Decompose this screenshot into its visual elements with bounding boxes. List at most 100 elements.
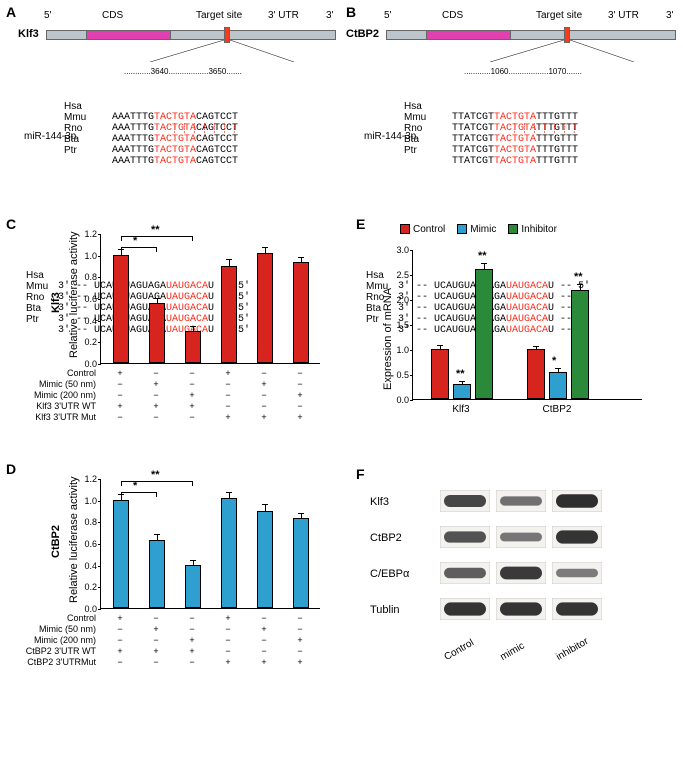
condition-label: Klf3 3'UTR Mut [35,412,100,422]
bar [113,255,129,363]
panel-c-label: C [6,216,16,232]
panel-a-label: A [6,4,16,20]
bar [221,498,237,609]
pos-dots-a: ............3640..................3650..… [124,66,242,77]
legend-item: Mimic [457,224,496,235]
species-label: Ptr [366,314,379,325]
species-label: Hsa [26,270,44,281]
bar [149,303,165,363]
cds-box-b [426,30,511,40]
zoom-lines-a [46,40,336,62]
cds-label-a: CDS [102,10,123,21]
chart-e: 0.00.51.01.52.02.53.0*******Expression o… [412,250,642,430]
condition-label: Mimic (200 nm) [34,635,100,645]
zoom-lines-b [386,40,676,62]
pos-dots-b: ............1060..................1070..… [464,66,582,77]
species-label: Hsa [366,270,384,281]
seq-block-b: ............1060..................1070..… [404,68,680,218]
wb-col-label: Control [443,637,476,663]
bar [185,331,201,364]
bar [185,565,201,608]
utr-label-b: 3' UTR [608,10,639,21]
bar [293,518,309,608]
condition-label: Mimic (50 nm) [39,379,100,389]
species-label: Mmu [404,112,426,123]
target-label-b: Target site [536,10,582,21]
legend-item: Control [400,224,445,235]
mrna-seq: TTATCGTTACTGTATTTGTTT [452,156,578,167]
wb-lane [496,526,546,548]
panel-f-label: F [356,466,365,482]
five-a: 5' [44,10,51,21]
chart-c: 0.00.20.40.60.81.01.2***Relative lucifer… [100,234,320,444]
wb-col-label: inhibitor [555,636,591,663]
wb-lane [440,562,490,584]
cds-label-b: CDS [442,10,463,21]
wb-lane [496,490,546,512]
seq-block-a: ............3640..................3650..… [64,68,340,218]
bar [257,253,273,364]
mir-label-a: miR-144-3p [24,131,76,142]
wb-lane [440,490,490,512]
target-label-a: Target site [196,10,242,21]
condition-label: Control [67,613,100,623]
y-axis-label: Relative luciferase activity [68,231,80,358]
wb-row-label: C/EBPα [370,568,409,580]
wb-lane [552,562,602,584]
gene-diagram-b: CtBP2 5' CDS Target site 3' UTR 3' [386,22,676,48]
species-label: Hsa [64,101,82,112]
panel-e-label: E [356,216,365,232]
three-b: 3' [666,10,673,21]
panel-a: A Klf3 5' CDS Target site 3' UTR 3' ....… [10,8,340,218]
mrna-seq: AAATTTGTACTGTACAGTCCT [112,156,238,167]
wb-col-label: mimic [499,640,527,663]
chart-title: CtBP2 [50,525,62,558]
mir-label-b: miR-144-3p [364,131,416,142]
wb-lane [440,526,490,548]
bar [221,266,237,364]
cds-box-a [86,30,171,40]
y-axis-label: Relative luciferase activity [68,476,80,603]
wb-lane [440,598,490,620]
utr-label-a: 3' UTR [268,10,299,21]
species-label: Bta [366,303,381,314]
wb-lane [552,526,602,548]
chart-d: 0.00.20.40.60.81.01.2***Relative lucifer… [100,479,320,689]
wb-lane [552,598,602,620]
species-label: Hsa [404,101,422,112]
bar [257,511,273,609]
condition-label: CtBP2 3'UTR WT [26,646,100,656]
gene-name-b: CtBP2 [346,28,379,40]
wb-row-label: Tublin [370,604,400,616]
panel-d-label: D [6,461,16,477]
bar [113,500,129,608]
species-label: Mmu [26,281,48,292]
condition-label: Control [67,368,100,378]
legend-e: Control Mimic Inhibitor [400,224,569,235]
three-a: 3' [326,10,333,21]
group-label: CtBP2 [526,404,588,415]
condition-label: Mimic (200 nm) [34,390,100,400]
panel-b: B CtBP2 5' CDS Target site 3' UTR 3' ...… [350,8,680,218]
gene-name-a: Klf3 [18,28,39,40]
legend-item: Inhibitor [508,224,557,235]
bar [149,540,165,608]
panel-b-label: B [346,4,356,20]
wb-lane [552,490,602,512]
gene-diagram-a: Klf3 5' CDS Target site 3' UTR 3' [46,22,336,48]
group-label: Klf3 [430,404,492,415]
species-label: Ptr [404,145,417,156]
species-label: Ptr [26,314,39,325]
wb-lane [496,598,546,620]
condition-label: CtBP2 3'UTRMut [27,657,100,667]
chart-title: Klf3 [50,292,62,313]
wb-row-label: CtBP2 [370,532,402,544]
wb-lane [496,562,546,584]
condition-label: Mimic (50 nm) [39,624,100,634]
species-label: Ptr [64,145,77,156]
pair-lines-a: ┊┊┊┊┊┊┊ [172,124,241,135]
species-label: Bta [26,303,41,314]
wb-row-label: Klf3 [370,496,389,508]
species-label: Mmu [64,112,86,123]
condition-label: Klf3 3'UTR WT [36,401,100,411]
